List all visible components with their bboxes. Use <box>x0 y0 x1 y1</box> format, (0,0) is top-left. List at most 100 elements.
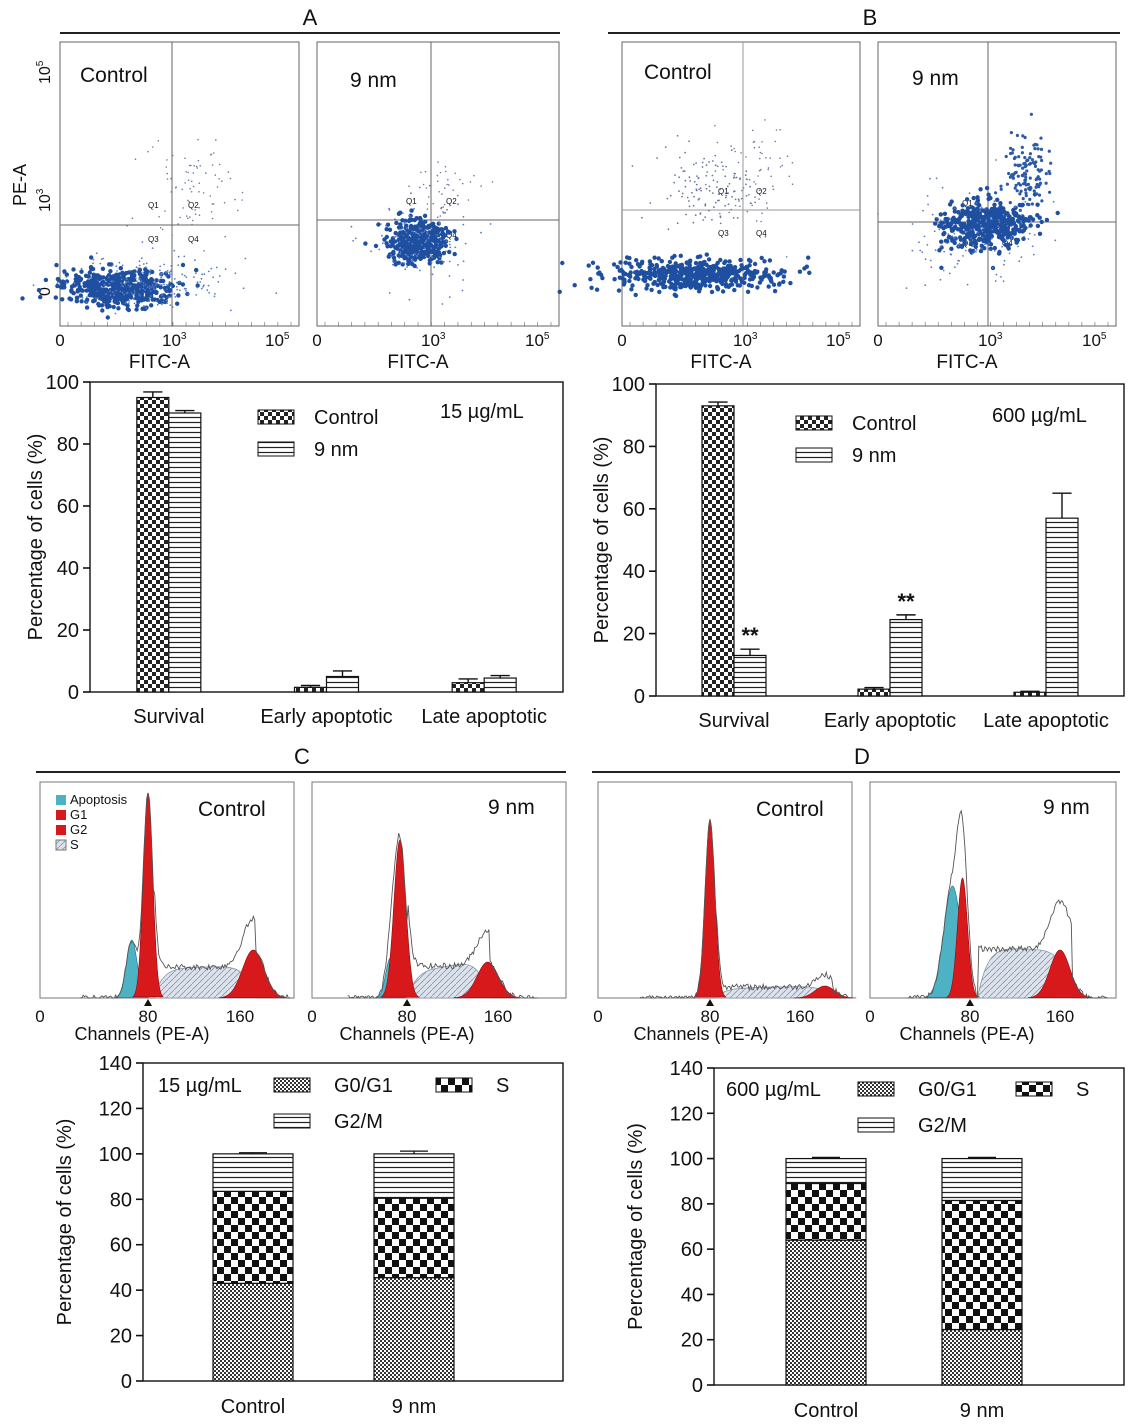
flow-cell-dot <box>120 278 123 281</box>
flow-cell-dot <box>1037 193 1042 197</box>
flow-cell-dot <box>202 192 205 194</box>
flow-cell-dot <box>750 274 756 280</box>
flow-cell-dot <box>1029 112 1033 116</box>
flow-cell-dot <box>134 307 139 312</box>
flow-cell-dot <box>781 164 784 167</box>
flow-cell-dot <box>203 284 205 287</box>
chart-c-frame <box>142 1062 564 1382</box>
flow-cell-dot <box>1048 190 1052 194</box>
flow-cell-dot <box>446 208 448 211</box>
flow-cell-dot <box>175 285 178 288</box>
flow-cell-dot <box>728 182 731 185</box>
chart-a-bar-Control-1 <box>293 686 328 693</box>
flow-cell-dot <box>1033 164 1038 168</box>
flow-plot-3-q4: Q4 <box>756 229 767 238</box>
flow-cell-dot <box>410 192 412 195</box>
flow-cell-dot <box>761 152 763 155</box>
flow-cell-dot <box>142 305 145 307</box>
flow-cell-dot <box>168 296 171 298</box>
flow-cell-dot <box>406 266 408 268</box>
flow-cell-dot <box>436 233 441 238</box>
flow-cell-dot <box>645 283 650 288</box>
flow-cell-dot <box>693 277 698 283</box>
hist-plot-1-xlabel: Channels (PE-A) <box>74 1024 209 1044</box>
flow-cell-dot <box>414 233 419 238</box>
flow-cell-dot <box>714 170 717 172</box>
flow-cell-dot <box>227 171 230 173</box>
flow-cell-dot <box>447 178 449 181</box>
flow-cell-dot <box>161 293 167 298</box>
flow-cell-dot <box>143 276 148 281</box>
flow-cell-dot <box>947 233 950 236</box>
flow-cell-dot <box>159 284 161 286</box>
chart-c-legend-swatch <box>273 1077 311 1093</box>
flow-cell-dot <box>192 185 195 188</box>
flow-cell-dot <box>439 260 444 265</box>
flow-cell-dot <box>107 262 112 267</box>
flow-cell-dot <box>688 176 691 179</box>
flow-cell-dot <box>398 210 403 215</box>
flow-cell-dot <box>121 295 126 300</box>
flow-cell-dot <box>656 256 661 261</box>
chart-a-ytick-label: 0 <box>68 682 79 704</box>
flow-cell-dot <box>180 262 186 268</box>
flow-cell-dot <box>187 217 189 220</box>
flow-cell-dot <box>190 191 193 193</box>
flow-cell-dot <box>957 245 960 248</box>
flow-cell-dot <box>398 248 403 253</box>
flow-cell-dot <box>84 305 90 310</box>
flow-cell-dot <box>402 241 407 246</box>
chart-b-category-label: Survival <box>698 710 769 732</box>
flow-cell-dot <box>991 228 994 231</box>
flow-cell-dot <box>723 282 729 287</box>
flow-cell-dot <box>949 226 954 231</box>
flow-cell-dot <box>1020 220 1022 223</box>
flow-cell-dot <box>96 301 101 307</box>
flow-cell-dot <box>1012 229 1018 234</box>
flow-cell-dot <box>93 275 98 280</box>
flow-cell-dot <box>713 263 719 268</box>
chart-b-significance: ** <box>897 589 915 614</box>
chart-b-bar-9nm-0 <box>733 654 767 697</box>
flow-cell-dot <box>760 168 762 171</box>
flow-cell-dot <box>1009 131 1014 135</box>
flow-cell-dot <box>215 266 218 269</box>
flow-cell-dot <box>953 207 956 210</box>
flow-cell-dot <box>422 219 424 221</box>
flow-cell-dot <box>953 218 958 223</box>
flow-cell-dot <box>1021 166 1025 170</box>
flow-cell-dot <box>755 220 758 222</box>
flow-cell-dot <box>761 141 763 143</box>
flow-cell-dot <box>134 272 137 274</box>
flow-cell-dot <box>223 201 226 204</box>
flow-cell-dot <box>1047 169 1051 173</box>
chart-d-legend-label: G0/G1 <box>918 1079 977 1101</box>
flow-cell-dot <box>1020 256 1023 259</box>
flow-cell-dot <box>716 165 719 168</box>
flow-cell-dot <box>100 266 106 271</box>
flow-cell-dot <box>758 198 760 200</box>
flow-cell-dot <box>431 224 436 229</box>
flow-cell-dot <box>135 303 140 308</box>
flow-cell-dot <box>160 284 163 286</box>
flow-cell-dot <box>791 161 794 164</box>
flow-cell-dot <box>418 227 421 229</box>
flow-cell-dot <box>707 266 712 271</box>
flow-cell-dot <box>1024 191 1028 195</box>
flow-cell-dot <box>191 223 193 226</box>
flow-cell-dot <box>224 268 227 270</box>
flow-cell-dot <box>210 153 213 156</box>
flow-cell-dot <box>411 230 413 233</box>
flow-cell-dot <box>442 206 445 208</box>
flow-cell-dot <box>211 203 214 205</box>
flow-cell-dot <box>986 196 991 202</box>
flow-cell-dot <box>376 222 381 227</box>
flow-cell-dot <box>420 171 422 174</box>
flow-cell-dot <box>676 264 681 269</box>
flow-cell-dot <box>630 283 635 288</box>
flow-cell-dot <box>745 194 748 197</box>
flow-cell-dot <box>979 219 982 221</box>
flow-cell-dot <box>145 287 150 292</box>
flow-cell-dot <box>618 260 623 265</box>
flow-cell-dot <box>633 276 638 281</box>
